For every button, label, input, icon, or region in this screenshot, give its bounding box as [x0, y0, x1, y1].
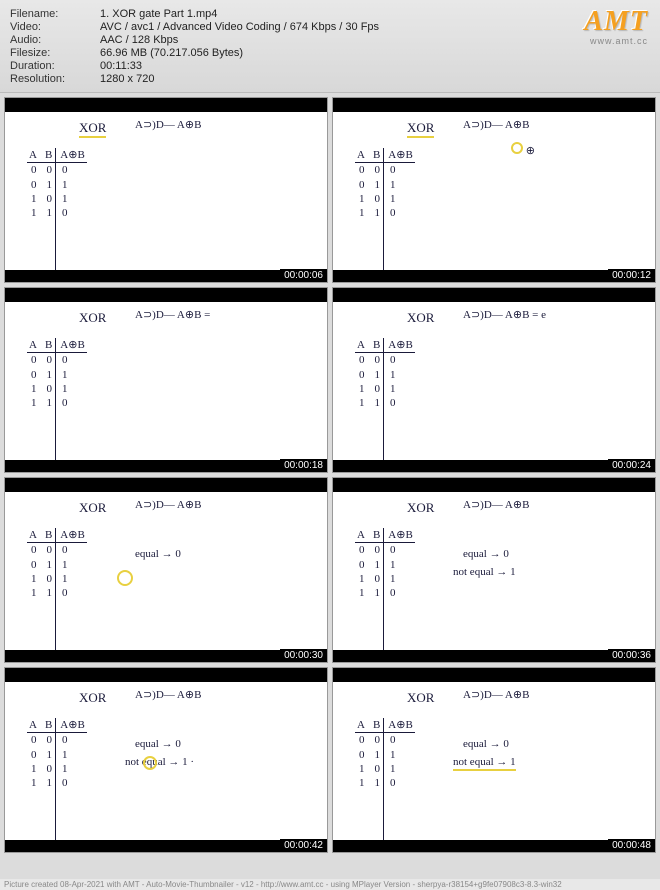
label: Filesize:: [10, 47, 100, 59]
timestamp: 00:00:30: [280, 649, 327, 662]
amt-logo-sub: www.amt.cc: [590, 36, 648, 46]
gate-expression: A⊃)D— A⊕B: [135, 118, 201, 131]
whiteboard-frame: XOR A⊃)D— A⊕B ABA⊕B000011101110 equal → 0: [5, 492, 327, 650]
xor-title: XOR: [79, 500, 106, 516]
thumbnail[interactable]: XOR A⊃)D— A⊕B ABA⊕B000011101110 00:00:06: [4, 97, 328, 283]
gate-expression: A⊃)D— A⊕B: [135, 688, 201, 701]
annotation: not equal → 1: [453, 756, 516, 768]
gate-expression: A⊃)D— A⊕B: [135, 498, 201, 511]
timestamp: 00:00:42: [280, 839, 327, 852]
truth-table: ABA⊕B000011101110: [355, 718, 415, 790]
annotation: equal → 0: [135, 738, 181, 750]
truth-table: ABA⊕B000011101110: [355, 528, 415, 600]
whiteboard-frame: XOR A⊃)D— A⊕B = ABA⊕B000011101110: [5, 302, 327, 460]
timestamp: 00:00:24: [608, 459, 655, 472]
xor-title: XOR: [407, 500, 434, 516]
timestamp: 00:00:36: [608, 649, 655, 662]
thumbnail[interactable]: XOR A⊃)D— A⊕B ABA⊕B000011101110 equal → 0 00…: [4, 477, 328, 663]
annotation: equal → 0: [463, 548, 509, 560]
gate-expression: A⊃)D— A⊕B = e: [463, 308, 546, 321]
annotation: not equal → 1 ·: [125, 756, 194, 768]
timestamp: 00:00:06: [280, 269, 327, 282]
truth-table: ABA⊕B000011101110: [27, 718, 87, 790]
annotation: equal → 0: [135, 548, 181, 560]
meta-resolution: Resolution:1280 x 720: [10, 73, 650, 85]
value: 00:11:33: [100, 60, 142, 72]
xor-title: XOR: [407, 310, 434, 326]
annotation: [117, 570, 133, 589]
truth-table: ABA⊕B000011101110: [27, 528, 87, 600]
label: Audio:: [10, 34, 100, 46]
thumbnail[interactable]: XOR A⊃)D— A⊕B ABA⊕B000011101110 equal → 0 no…: [332, 477, 656, 663]
whiteboard-frame: XOR A⊃)D— A⊕B ABA⊕B000011101110 equal → 0 no…: [5, 682, 327, 840]
meta-duration: Duration:00:11:33: [10, 60, 650, 72]
xor-title: XOR: [79, 120, 106, 136]
label: Video:: [10, 21, 100, 33]
label: Resolution:: [10, 73, 100, 85]
label: Duration:: [10, 60, 100, 72]
timestamp: 00:00:18: [280, 459, 327, 472]
xor-title: XOR: [407, 120, 434, 136]
meta-filename: Filename:1. XOR gate Part 1.mp4: [10, 8, 650, 20]
amt-logo: AMT: [584, 6, 648, 38]
annotation: not equal → 1: [453, 566, 516, 578]
meta-video: Video:AVC / avc1 / Advanced Video Coding…: [10, 21, 650, 33]
value: 66.96 MB (70.217.056 Bytes): [100, 47, 243, 59]
xor-title: XOR: [407, 690, 434, 706]
annotation: equal → 0: [463, 738, 509, 750]
whiteboard-frame: XOR A⊃)D— A⊕B ABA⊕B000011101110: [5, 112, 327, 270]
xor-title: XOR: [79, 310, 106, 326]
timestamp: 00:00:48: [608, 839, 655, 852]
whiteboard-frame: XOR A⊃)D— A⊕B ABA⊕B000011101110 equal → 0 no…: [333, 682, 655, 840]
value: 1. XOR gate Part 1.mp4: [100, 8, 217, 20]
xor-title: XOR: [79, 690, 106, 706]
timestamp: 00:00:12: [608, 269, 655, 282]
whiteboard-frame: XOR A⊃)D— A⊕B = e ABA⊕B000011101110: [333, 302, 655, 460]
whiteboard-frame: XOR A⊃)D— A⊕B ABA⊕B000011101110 ⊕: [333, 112, 655, 270]
footer-text: Picture created 08-Apr-2021 with AMT - A…: [0, 879, 660, 890]
meta-audio: Audio:AAC / 128 Kbps: [10, 34, 650, 46]
truth-table: ABA⊕B000011101110: [355, 148, 415, 220]
gate-expression: A⊃)D— A⊕B: [463, 498, 529, 511]
thumbnail[interactable]: XOR A⊃)D— A⊕B = ABA⊕B000011101110 00:00:18: [4, 287, 328, 473]
thumbnail-grid: XORA⊃)D— A⊕BABA⊕B00001110111000:00:06XOR…: [0, 93, 660, 857]
annotation: [143, 756, 157, 773]
value: AVC / avc1 / Advanced Video Coding / 674…: [100, 21, 379, 33]
value: 1280 x 720: [100, 73, 154, 85]
thumbnail[interactable]: XOR A⊃)D— A⊕B ABA⊕B000011101110 equal → 0 no…: [4, 667, 328, 853]
meta-filesize: Filesize:66.96 MB (70.217.056 Bytes): [10, 47, 650, 59]
annotation: ⊕: [511, 142, 535, 157]
truth-table: ABA⊕B000011101110: [27, 148, 87, 220]
truth-table: ABA⊕B000011101110: [355, 338, 415, 410]
thumbnail[interactable]: XOR A⊃)D— A⊕B ABA⊕B000011101110 equal → 0 no…: [332, 667, 656, 853]
thumbnail[interactable]: XOR A⊃)D— A⊕B ABA⊕B000011101110 ⊕ 00:00:12: [332, 97, 656, 283]
gate-expression: A⊃)D— A⊕B =: [135, 308, 210, 321]
whiteboard-frame: XOR A⊃)D— A⊕B ABA⊕B000011101110 equal → 0 no…: [333, 492, 655, 650]
thumbnail[interactable]: XOR A⊃)D— A⊕B = e ABA⊕B000011101110 00:00:2…: [332, 287, 656, 473]
truth-table: ABA⊕B000011101110: [27, 338, 87, 410]
gate-expression: A⊃)D— A⊕B: [463, 118, 529, 131]
label: Filename:: [10, 8, 100, 20]
metadata-header: Filename:1. XOR gate Part 1.mp4 Video:AV…: [0, 0, 660, 93]
gate-expression: A⊃)D— A⊕B: [463, 688, 529, 701]
value: AAC / 128 Kbps: [100, 34, 178, 46]
